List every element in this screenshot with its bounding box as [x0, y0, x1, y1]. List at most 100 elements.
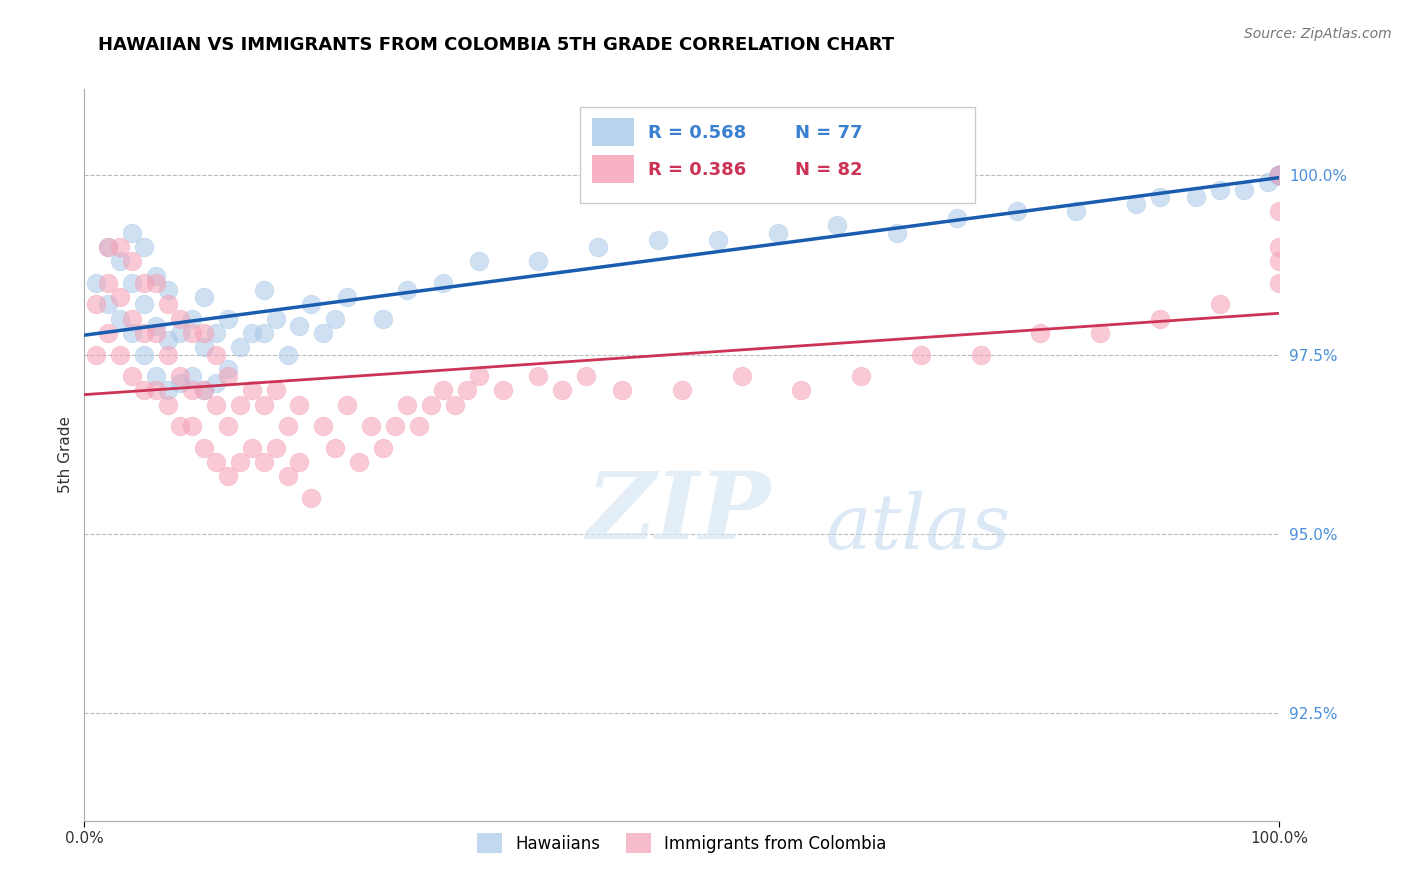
Point: [790, 384, 813, 398]
Point: [181, 369, 204, 384]
Point: [205, 326, 228, 340]
Point: [169, 311, 191, 326]
Point: [1090, 326, 1112, 340]
Point: [277, 419, 299, 434]
Point: [1209, 183, 1232, 197]
Point: [1268, 168, 1291, 182]
Point: [97, 297, 120, 311]
Point: [349, 455, 371, 469]
Point: [1268, 204, 1291, 219]
Point: [132, 240, 156, 254]
Point: [132, 326, 156, 340]
Point: [1268, 168, 1291, 182]
Point: [145, 369, 167, 384]
Point: [217, 469, 239, 483]
Point: [86, 276, 108, 290]
Point: [946, 211, 969, 226]
Point: [264, 311, 287, 326]
Point: [1268, 168, 1291, 182]
Point: [731, 369, 754, 384]
Point: [301, 491, 323, 505]
Point: [86, 347, 108, 361]
Point: [325, 441, 347, 455]
Point: [1268, 240, 1291, 254]
Point: [1268, 168, 1291, 182]
Point: [277, 469, 299, 483]
Point: [1185, 190, 1208, 204]
Point: [671, 384, 693, 398]
Point: [1268, 168, 1291, 182]
Bar: [592, 119, 634, 146]
Point: [264, 441, 287, 455]
Point: [1268, 276, 1291, 290]
Point: [1268, 168, 1291, 182]
Point: [217, 362, 239, 376]
Point: [527, 254, 550, 268]
Point: [157, 333, 180, 347]
Point: [110, 290, 132, 304]
Point: [1233, 183, 1256, 197]
Point: [132, 276, 156, 290]
Point: [408, 419, 430, 434]
Point: [1268, 168, 1291, 182]
Point: [456, 384, 478, 398]
Point: [1268, 168, 1291, 182]
Point: [121, 276, 143, 290]
Point: [205, 455, 228, 469]
Point: [132, 297, 156, 311]
Point: [492, 384, 515, 398]
Point: [1268, 168, 1291, 182]
Point: [121, 326, 143, 340]
Point: [1209, 297, 1232, 311]
Point: [121, 369, 143, 384]
Text: R = 0.386: R = 0.386: [648, 161, 747, 178]
Point: [121, 311, 143, 326]
Point: [181, 384, 204, 398]
Point: [1268, 168, 1291, 182]
Point: [325, 311, 347, 326]
Point: [193, 340, 215, 354]
Point: [253, 398, 276, 412]
Point: [432, 276, 454, 290]
Point: [1066, 204, 1088, 219]
Point: [1268, 168, 1291, 182]
Point: [851, 369, 873, 384]
FancyBboxPatch shape: [581, 108, 974, 202]
Point: [110, 311, 132, 326]
Point: [97, 276, 120, 290]
Point: [1257, 176, 1279, 190]
Point: [384, 419, 406, 434]
Point: [240, 384, 263, 398]
Point: [551, 384, 574, 398]
Point: [205, 398, 228, 412]
Point: [707, 233, 730, 247]
Point: [157, 384, 180, 398]
Point: [288, 318, 311, 333]
Point: [336, 290, 359, 304]
Point: [193, 384, 215, 398]
Point: [588, 240, 610, 254]
Point: [1268, 254, 1291, 268]
Point: [886, 226, 908, 240]
Point: [1268, 168, 1291, 182]
Point: [205, 347, 228, 361]
Bar: [592, 155, 634, 183]
Point: [312, 326, 335, 340]
Point: [97, 240, 120, 254]
Point: [1149, 190, 1171, 204]
Point: [145, 318, 167, 333]
Point: [264, 384, 287, 398]
Point: [1268, 168, 1291, 182]
Point: [145, 276, 167, 290]
Point: [1268, 168, 1291, 182]
Text: HAWAIIAN VS IMMIGRANTS FROM COLOMBIA 5TH GRADE CORRELATION CHART: HAWAIIAN VS IMMIGRANTS FROM COLOMBIA 5TH…: [98, 36, 894, 54]
Point: [827, 219, 849, 233]
Point: [527, 369, 550, 384]
Point: [612, 384, 634, 398]
Point: [157, 398, 180, 412]
Point: [121, 254, 143, 268]
Point: [1029, 326, 1052, 340]
Point: [169, 369, 191, 384]
Point: [229, 455, 252, 469]
Point: [169, 376, 191, 391]
